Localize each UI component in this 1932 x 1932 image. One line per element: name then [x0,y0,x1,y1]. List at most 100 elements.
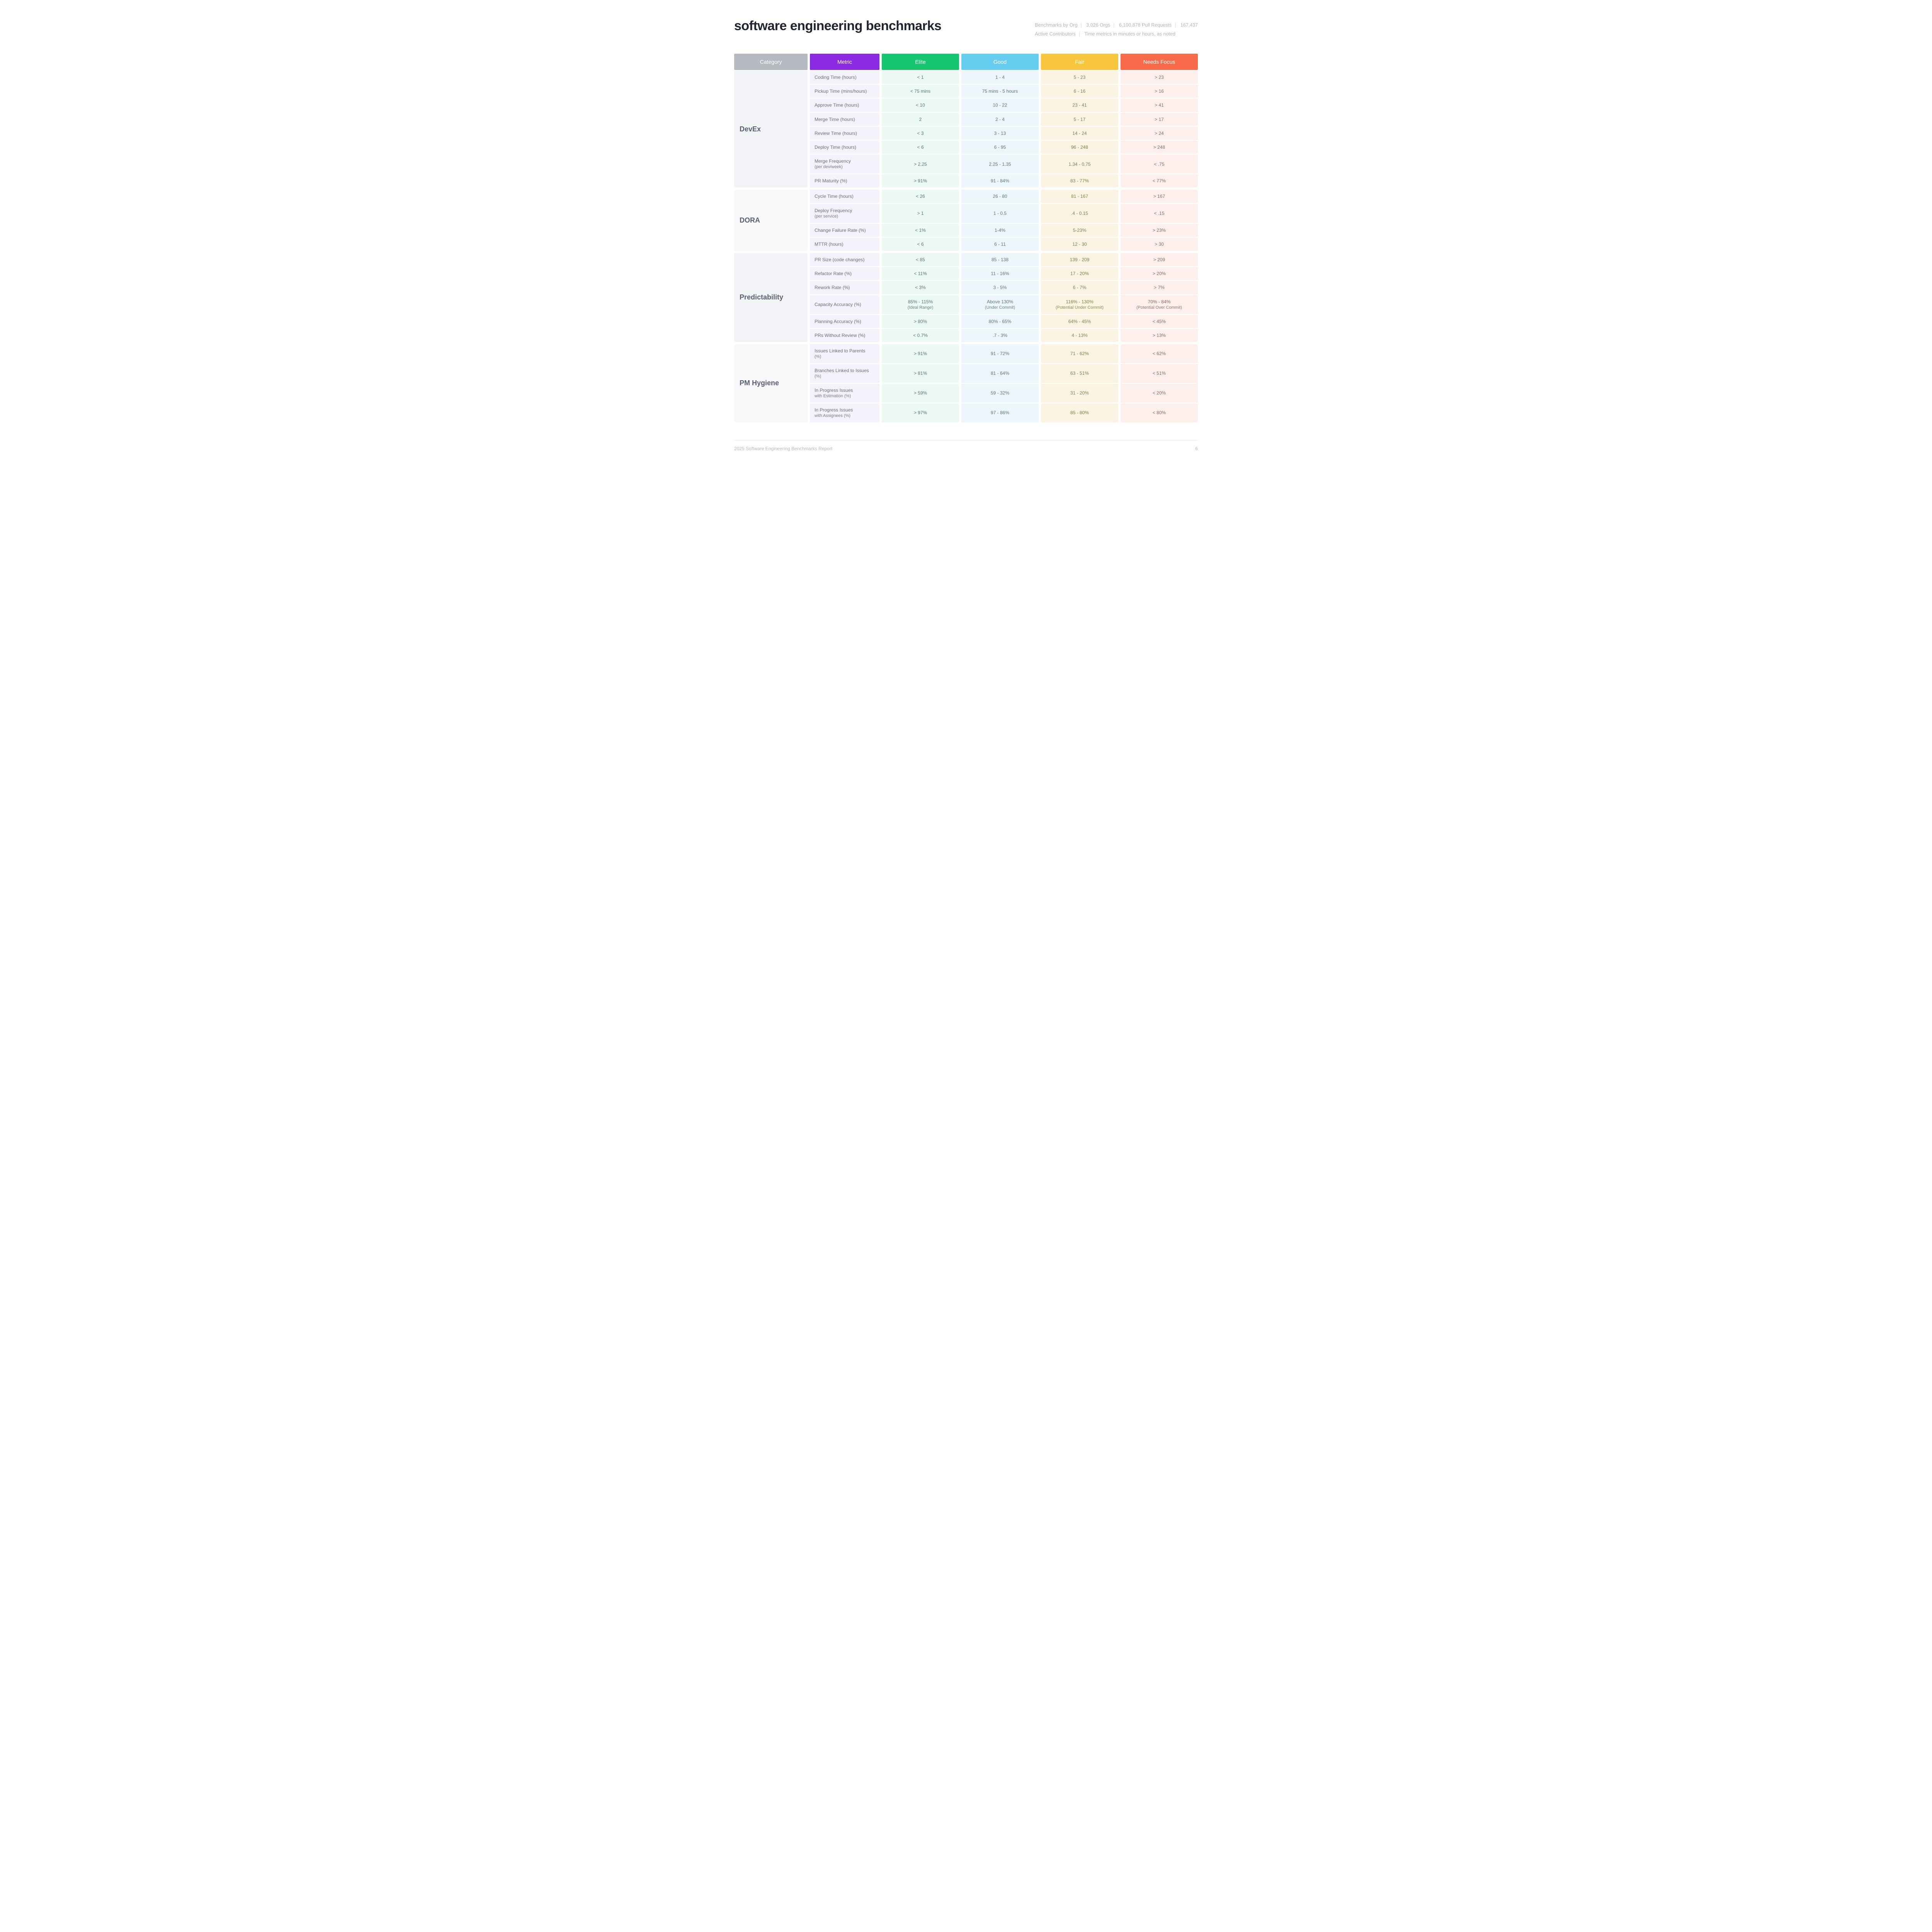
cell-fair: 81 - 167 [1041,190,1118,203]
meta-line-2: Active Contributors| Time metrics in min… [1035,30,1198,39]
cell-metric: PRs Without Review (%) [810,329,879,342]
cell-good: Above 130%(Under Commit) [961,295,1039,314]
table-row: Capacity Accuracy (%)85% - 115%(Ideal Ra… [810,295,1198,314]
table-row: Deploy Frequency(per service)> 11 - 0.5.… [810,204,1198,223]
category-label: Predictability [734,253,808,342]
cell-elite: < 6 [882,141,959,154]
cell-elite: > 59% [882,384,959,403]
cell-metric: Pickup Time (mins/hours) [810,85,879,98]
meta-item: Active Contributors [1035,31,1076,37]
page-title: software engineering benchmarks [734,19,941,34]
cell-needs: < 77% [1121,174,1198,187]
cell-metric: Review Time (hours) [810,127,879,140]
table-body: DevExCoding Time (hours)< 11 - 45 - 23> … [734,71,1198,425]
cell-good: 80% - 65% [961,315,1039,328]
table-row: Review Time (hours)< 33 - 1314 - 24> 24 [810,127,1198,140]
cell-fair: 116% - 130%(Potential Under Commit) [1041,295,1118,314]
cell-good: 81 - 64% [961,364,1039,383]
meta-item: 6,100,878 Pull Requests [1119,22,1172,28]
cell-good: .7 - 3% [961,329,1039,342]
category-rows: Issues Linked to Parents(%)> 91%91 - 72%… [810,344,1198,422]
meta-line-1: Benchmarks by Org| 3,026 Orgs| 6,100,878… [1035,21,1198,30]
cell-metric: Cycle Time (hours) [810,190,879,203]
table-row: Branches Linked to Issues(%)> 81%81 - 64… [810,364,1198,383]
cell-fair: 6 - 7% [1041,281,1118,294]
cell-good: 10 - 22 [961,99,1039,112]
category-group: PM HygieneIssues Linked to Parents(%)> 9… [734,344,1198,422]
cell-metric: Approve Time (hours) [810,99,879,112]
cell-fair: 17 - 20% [1041,267,1118,280]
cell-elite: < 6 [882,238,959,251]
cell-fair: 4 - 13% [1041,329,1118,342]
category-label: DORA [734,190,808,251]
cell-good: 2.25 - 1.35 [961,155,1039,173]
header: software engineering benchmarks Benchmar… [734,19,1198,38]
cell-needs: < .75 [1121,155,1198,173]
cell-fair: 12 - 30 [1041,238,1118,251]
cell-good: 6 - 11 [961,238,1039,251]
cell-fair: 71 - 62% [1041,344,1118,363]
page-footer: 2025 Software Engineering Benchmarks Rep… [734,440,1198,451]
cell-metric: Branches Linked to Issues(%) [810,364,879,383]
cell-metric: Merge Time (hours) [810,113,879,126]
cell-fair: 96 - 248 [1041,141,1118,154]
cell-metric: Coding Time (hours) [810,71,879,84]
cell-good: 1 - 4 [961,71,1039,84]
cell-fair: 83 - 77% [1041,174,1118,187]
table-row: Merge Frequency(per dev/week)> 2.252.25 … [810,155,1198,173]
table-row: Refactor Rate (%)< 11%11 - 16%17 - 20%> … [810,267,1198,280]
cell-needs: < 20% [1121,384,1198,403]
cell-needs: > 16 [1121,85,1198,98]
category-label: DevEx [734,71,808,187]
cell-fair: 139 - 209 [1041,253,1118,266]
cell-good: 3 - 13 [961,127,1039,140]
cell-metric: Deploy Frequency(per service) [810,204,879,223]
cell-good: 91 - 72% [961,344,1039,363]
cell-needs: > 20% [1121,267,1198,280]
cell-metric: Rework Rate (%) [810,281,879,294]
table-row: In Progress Issueswith Estimation (%)> 5… [810,384,1198,403]
cell-elite: < 85 [882,253,959,266]
table-row: Coding Time (hours)< 11 - 45 - 23> 23 [810,71,1198,84]
cell-elite: < 1 [882,71,959,84]
table-row: Pickup Time (mins/hours)< 75 mins75 mins… [810,85,1198,98]
col-metric: Metric [810,54,879,70]
footer-report-title: 2025 Software Engineering Benchmarks Rep… [734,446,832,451]
cell-metric: Issues Linked to Parents(%) [810,344,879,363]
cell-needs: < .15 [1121,204,1198,223]
table-row: MTTR (hours)< 66 - 1112 - 30> 30 [810,238,1198,251]
cell-fair: 5-23% [1041,224,1118,237]
cell-metric: PR Maturity (%) [810,174,879,187]
cell-elite: < 1% [882,224,959,237]
category-group: PredictabilityPR Size (code changes)< 85… [734,253,1198,342]
cell-elite: < 26 [882,190,959,203]
table-row: Merge Time (hours)22 - 45 - 17> 17 [810,113,1198,126]
table-row: Change Failure Rate (%)< 1%1-4%5-23%> 23… [810,224,1198,237]
cell-metric: PR Size (code changes) [810,253,879,266]
cell-elite: > 91% [882,344,959,363]
table-row: Deploy Time (hours)< 66 - 9596 - 248> 24… [810,141,1198,154]
cell-needs: < 80% [1121,403,1198,422]
cell-fair: 31 - 20% [1041,384,1118,403]
cell-needs: > 41 [1121,99,1198,112]
cell-elite: < 3% [882,281,959,294]
meta-item: 167,437 [1180,22,1198,28]
col-good: Good [961,54,1039,70]
cell-good: 97 - 86% [961,403,1039,422]
table-row: In Progress Issueswith Assignees (%)> 97… [810,403,1198,422]
category-group: DORACycle Time (hours)< 2626 - 8081 - 16… [734,190,1198,251]
col-category: Category [734,54,808,70]
cell-metric: Change Failure Rate (%) [810,224,879,237]
cell-needs: < 45% [1121,315,1198,328]
cell-good: 3 - 5% [961,281,1039,294]
cell-elite: < 3 [882,127,959,140]
cell-good: 91 - 84% [961,174,1039,187]
cell-good: 2 - 4 [961,113,1039,126]
cell-needs: > 248 [1121,141,1198,154]
cell-needs: > 209 [1121,253,1198,266]
col-fair: Fair [1041,54,1118,70]
table-row: PRs Without Review (%)< 0.7%.7 - 3%4 - 1… [810,329,1198,342]
cell-metric: In Progress Issueswith Estimation (%) [810,384,879,403]
cell-metric: Merge Frequency(per dev/week) [810,155,879,173]
cell-metric: Planning Accuracy (%) [810,315,879,328]
